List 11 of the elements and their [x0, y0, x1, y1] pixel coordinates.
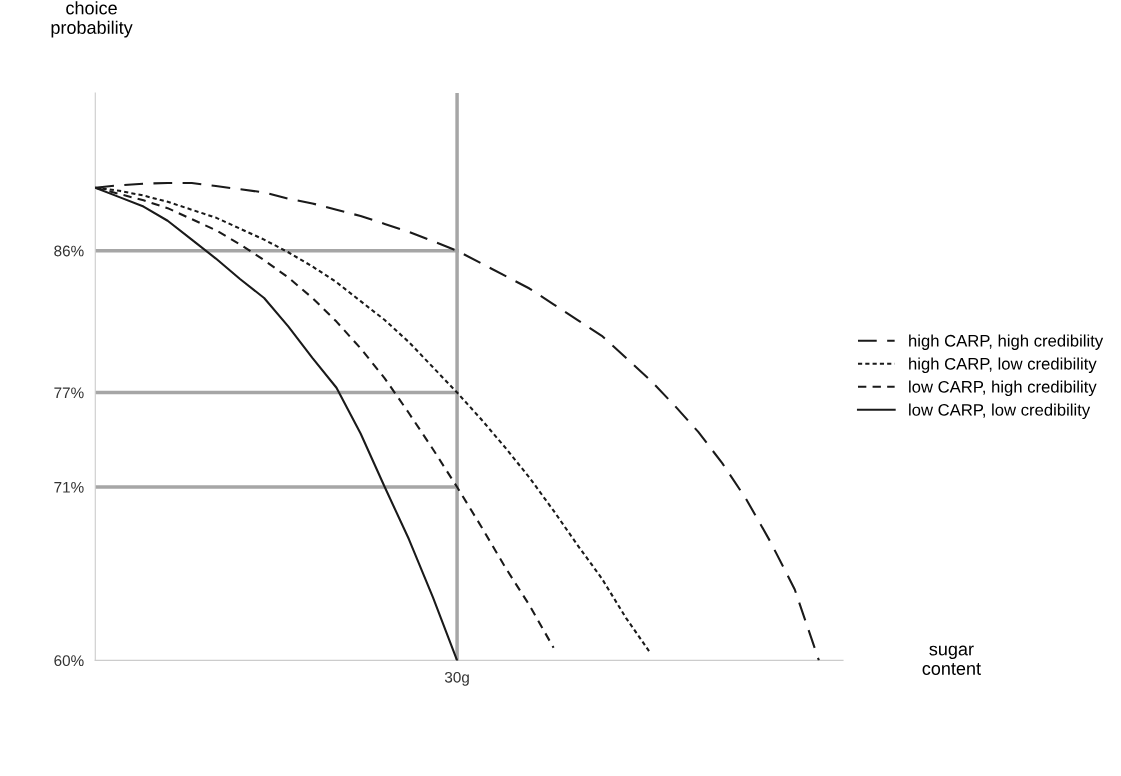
- y-tick-label: 71%: [54, 481, 84, 493]
- legend-label: high CARP, low credibility: [909, 357, 1097, 373]
- x-tick-label: 30g: [444, 671, 469, 686]
- y-tick-label: 77%: [54, 387, 84, 399]
- legend-label: low CARP, low credibility: [909, 403, 1091, 420]
- legend-label: low CARP, high credibility: [909, 380, 1097, 397]
- y-tick-label: 60%: [54, 655, 84, 667]
- y-axis-title: choice probability: [51, 1, 133, 38]
- x-axis-title: sugar content: [922, 645, 981, 675]
- legend-label: high CARP, high credibility: [909, 334, 1104, 350]
- y-tick-label: 86%: [54, 245, 84, 257]
